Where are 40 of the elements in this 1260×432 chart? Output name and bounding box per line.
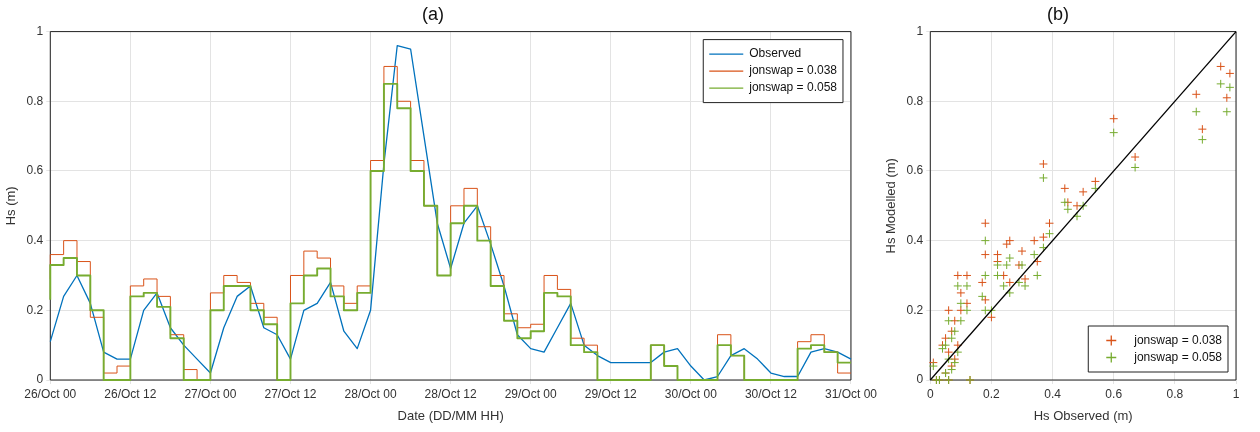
x-tick-label: 30/Oct 12 [744,386,798,401]
legend-label: jonswap = 0.058 [1133,349,1223,364]
x-tick-label: 0.4 [1044,386,1062,401]
legend-label: jonswap = 0.058 [748,80,838,95]
y-tick-label: 1 [36,23,44,38]
x-tick-label: 28/Oct 12 [424,386,477,401]
x-tick-label: 0.6 [1105,386,1123,401]
x-tick-label: 27/Oct 00 [184,386,237,401]
y-tick-label: 0.2 [906,302,924,317]
x-tick-label: 0 [926,386,934,401]
legend-label: jonswap = 0.038 [748,63,838,78]
legend-label: Observed [749,46,802,61]
x-tick-label: 29/Oct 00 [504,386,558,401]
x-tick-label: 1 [1232,386,1240,401]
x-tick-label: 30/Oct 00 [664,386,718,401]
x-axis-title: Hs Observed (m) [1033,407,1133,423]
y-tick-label: 0 [916,372,924,387]
x-tick-label: 27/Oct 12 [264,386,317,401]
y-tick-label: 0.4 [906,232,924,247]
y-tick-label: 1 [916,23,924,38]
y-tick-label: 0.4 [26,232,44,247]
legend-label: jonswap = 0.038 [1133,332,1223,347]
y-axis-title: Hs (m) [3,186,19,226]
chart-title: (b) [1047,3,1069,24]
y-tick-label: 0.2 [26,302,44,317]
x-axis-title: Date (DD/MM HH) [397,407,504,423]
y-tick-label: 0.8 [26,93,44,108]
x-tick-label: 0.2 [983,386,1001,401]
chart-title: (a) [422,3,444,24]
y-tick-label: 0.6 [26,163,44,178]
x-tick-label: 26/Oct 00 [24,386,77,401]
x-tick-label: 28/Oct 00 [344,386,397,401]
x-tick-label: 0.8 [1166,386,1184,401]
y-tick-label: 0.6 [906,163,924,178]
x-tick-label: 26/Oct 12 [104,386,157,401]
y-axis-title: Hs Modelled (m) [883,158,899,254]
y-tick-label: 0.8 [906,93,924,108]
x-tick-label: 29/Oct 12 [584,386,638,401]
y-tick-label: 0 [36,372,44,387]
x-tick-label: 31/Oct 00 [824,386,878,401]
